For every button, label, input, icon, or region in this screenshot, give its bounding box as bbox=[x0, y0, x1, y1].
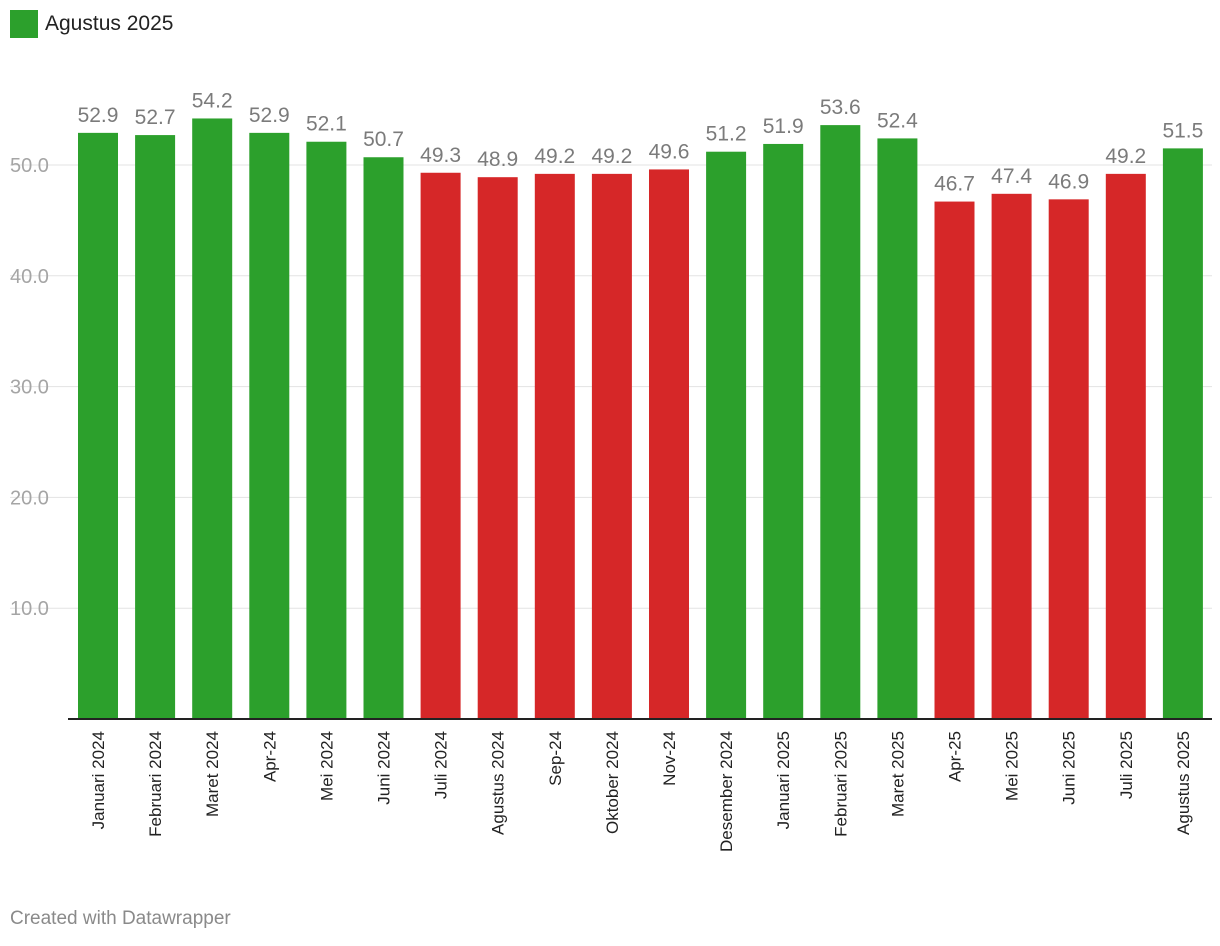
y-tick-label: 30.0 bbox=[10, 377, 49, 399]
category-label: Januari 2024 bbox=[89, 731, 108, 829]
category-label: Januari 2025 bbox=[774, 731, 793, 829]
category-label: Nov-24 bbox=[660, 731, 679, 786]
value-label: 46.9 bbox=[1048, 170, 1089, 193]
bars bbox=[78, 118, 1203, 720]
value-label: 51.9 bbox=[763, 115, 804, 138]
value-label: 47.4 bbox=[991, 165, 1032, 188]
x-axis-categories: Januari 2024 Februari 2024 Maret 2024 Apr-2… bbox=[89, 731, 1193, 852]
bar bbox=[534, 173, 575, 719]
bar bbox=[249, 132, 290, 720]
bar bbox=[706, 151, 747, 720]
y-axis-ticks: 10.0 20.0 30.0 40.0 50.0 bbox=[10, 155, 49, 620]
value-label: 54.2 bbox=[192, 89, 233, 112]
bar bbox=[192, 118, 233, 720]
legend-label: Agustus 2025 bbox=[45, 12, 174, 35]
category-label: Juli 2025 bbox=[1117, 731, 1136, 799]
value-label: 49.3 bbox=[420, 144, 461, 167]
bar bbox=[991, 193, 1032, 720]
bar bbox=[763, 143, 804, 719]
bar bbox=[649, 169, 689, 719]
y-tick-label: 20.0 bbox=[10, 487, 49, 509]
category-label: Agustus 2024 bbox=[489, 731, 508, 835]
value-label: 51.5 bbox=[1162, 119, 1203, 142]
value-label: 49.2 bbox=[1105, 145, 1146, 168]
value-label: 49.2 bbox=[591, 145, 632, 168]
bar bbox=[820, 125, 861, 719]
value-label: 48.9 bbox=[477, 148, 518, 171]
value-label: 52.7 bbox=[135, 106, 176, 129]
bar bbox=[1048, 199, 1089, 719]
value-labels: 52.9 52.7 54.2 52.9 52.1 50.7 49.3 48.9 49.2 49.2… bbox=[78, 89, 1204, 195]
value-label: 49.6 bbox=[649, 140, 690, 163]
category-label: Apr-25 bbox=[946, 731, 965, 782]
category-label: Juni 2025 bbox=[1060, 731, 1079, 805]
category-label: Mei 2024 bbox=[317, 731, 336, 801]
category-label: Juli 2024 bbox=[432, 731, 451, 799]
value-label: 51.2 bbox=[706, 123, 747, 146]
bar bbox=[420, 172, 461, 720]
value-label: 52.9 bbox=[249, 104, 290, 127]
category-label: Apr-24 bbox=[260, 731, 279, 782]
category-label: Maret 2025 bbox=[888, 731, 907, 817]
y-tick-label: 50.0 bbox=[10, 155, 49, 177]
bar bbox=[135, 135, 176, 720]
chart-legend: Agustus 2025 bbox=[10, 10, 173, 38]
bar bbox=[78, 132, 118, 720]
value-label: 50.7 bbox=[363, 128, 404, 151]
category-label: Februari 2025 bbox=[831, 731, 850, 837]
category-label: Maret 2024 bbox=[203, 731, 222, 817]
category-label: Oktober 2024 bbox=[603, 731, 622, 834]
category-label: Mei 2025 bbox=[1003, 731, 1022, 801]
category-label: Februari 2024 bbox=[146, 731, 165, 837]
bar bbox=[1105, 173, 1146, 719]
credit-text: Created with Datawrapper bbox=[10, 908, 231, 929]
category-label: Sep-24 bbox=[546, 731, 565, 786]
category-label: Desember 2024 bbox=[717, 731, 736, 852]
value-label: 52.9 bbox=[78, 104, 119, 127]
bar bbox=[477, 177, 518, 720]
bar bbox=[934, 201, 975, 720]
y-tick-label: 40.0 bbox=[10, 266, 49, 288]
category-label: Agustus 2025 bbox=[1174, 731, 1193, 835]
value-label: 49.2 bbox=[534, 145, 575, 168]
legend-swatch bbox=[10, 10, 38, 38]
value-label: 53.6 bbox=[820, 96, 861, 119]
bar bbox=[591, 173, 632, 719]
value-label: 52.4 bbox=[877, 109, 918, 132]
bar bbox=[306, 141, 347, 719]
value-label: 46.7 bbox=[934, 173, 975, 196]
bar bbox=[877, 138, 918, 719]
y-tick-label: 10.0 bbox=[10, 598, 49, 620]
value-label: 52.1 bbox=[306, 113, 347, 136]
bar bbox=[1162, 148, 1203, 719]
category-label: Juni 2024 bbox=[375, 731, 394, 805]
bar bbox=[363, 157, 404, 719]
